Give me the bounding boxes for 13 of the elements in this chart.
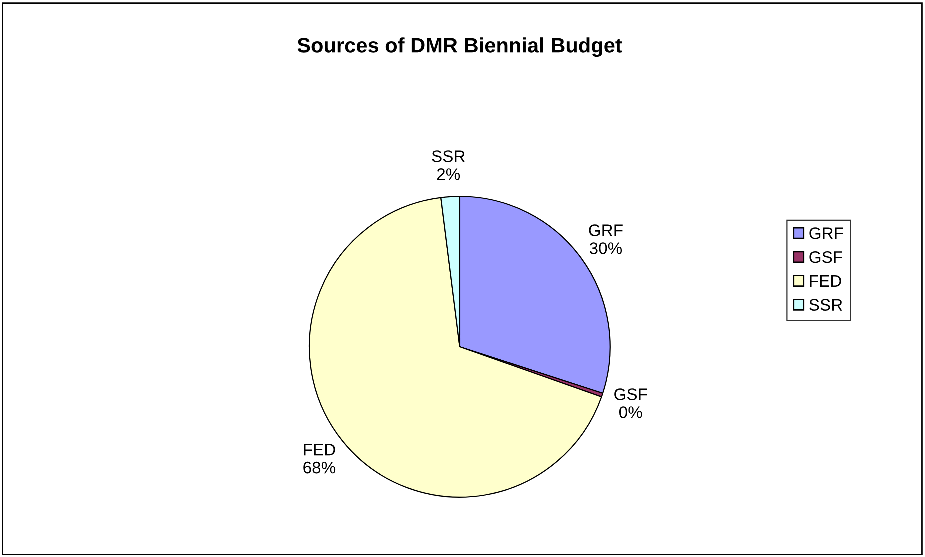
slice-label: GRF: [589, 224, 623, 236]
chart-title: Sources of DMR Biennial Budget: [298, 38, 622, 58]
slice-label: GSF: [614, 388, 648, 400]
slice-label: SSR: [432, 150, 465, 162]
data-label: 2%: [437, 168, 460, 180]
legend-label: FED: [810, 275, 842, 287]
legend-label: GSF: [810, 251, 842, 264]
data-label: 30%: [590, 242, 622, 254]
legend-label: GRF: [810, 228, 844, 240]
data-label: 0%: [619, 406, 642, 418]
legend-label: SSR: [810, 299, 842, 311]
slice-label: FED: [304, 444, 336, 456]
data-label: 68%: [304, 462, 336, 474]
